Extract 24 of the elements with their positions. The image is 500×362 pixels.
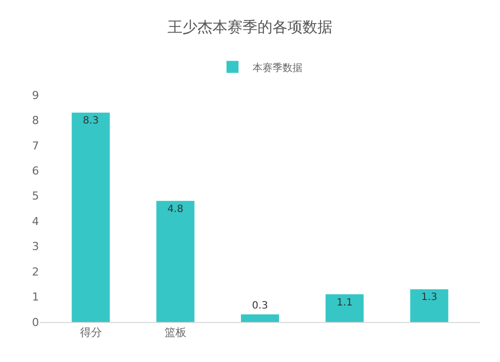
data-label: 1.1 xyxy=(336,297,353,308)
bar xyxy=(72,112,110,322)
bar xyxy=(240,314,280,322)
y-tick-label: 3 xyxy=(32,240,39,254)
chart-title: 王少杰本赛季的各项数据 xyxy=(168,18,332,36)
bar xyxy=(156,200,194,322)
y-tick-label: 8 xyxy=(32,114,39,128)
x-tick-label: 篮板 xyxy=(164,326,186,340)
y-tick-label: 9 xyxy=(32,88,39,102)
legend-label: 本赛季数据 xyxy=(252,62,302,74)
y-tick-label: 7 xyxy=(32,139,39,152)
y-tick-label: 1 xyxy=(32,290,39,304)
y-tick-label: 4 xyxy=(32,214,39,228)
data-label: 1.3 xyxy=(421,292,438,304)
y-tick-label: 2 xyxy=(32,265,39,278)
y-tick-label: 0 xyxy=(32,316,39,329)
data-label: 0.3 xyxy=(252,300,268,312)
bar xyxy=(410,289,448,322)
x-tick-label: 得分 xyxy=(80,326,102,340)
data-label: 4.8 xyxy=(167,204,184,215)
bar xyxy=(326,294,364,322)
data-label: 8.3 xyxy=(82,116,99,127)
y-tick-label: 5 xyxy=(32,190,39,203)
y-tick-label: 6 xyxy=(32,164,39,178)
